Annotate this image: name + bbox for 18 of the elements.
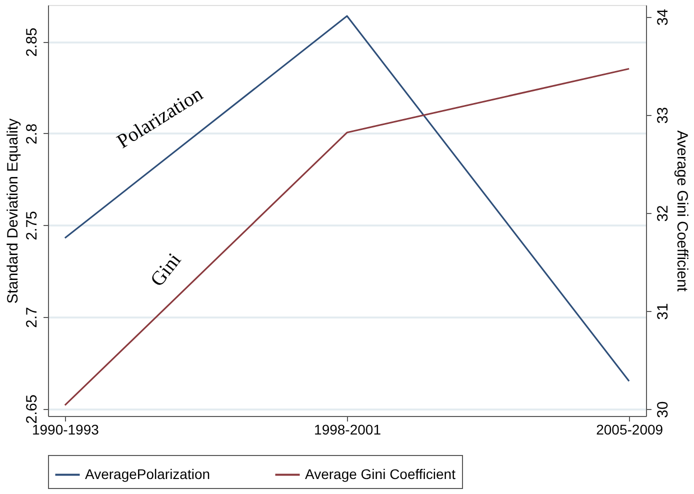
y-tick-label: 2.85: [24, 28, 40, 57]
legend-label: AveragePolarization: [85, 466, 210, 482]
y2-tick-label: 30: [654, 401, 672, 418]
y-tick-label: 2.8: [24, 124, 40, 144]
y-tick-label: 2.65: [24, 394, 40, 424]
y-axis-title: Standard Deviation Equality: [4, 118, 22, 304]
annotation: Gini: [146, 248, 186, 291]
x-tick-label: 1998-2001: [314, 422, 382, 438]
y2-tick-label: 34: [654, 8, 672, 26]
y-tick-label: 2.7: [24, 306, 40, 328]
y2-axis-title: Average Gini Coefficient: [674, 130, 690, 292]
y2-tick-label: 32: [654, 205, 672, 222]
x-tick-label: 1990-1993: [32, 422, 100, 438]
y-tick-label: 2.75: [24, 211, 40, 240]
y2-tick-label: 31: [654, 303, 672, 320]
legend-label: Average Gini Coefficient: [305, 466, 456, 482]
y2-tick-label: 33: [654, 107, 672, 124]
x-tick-label: 2005-2009: [596, 422, 664, 438]
